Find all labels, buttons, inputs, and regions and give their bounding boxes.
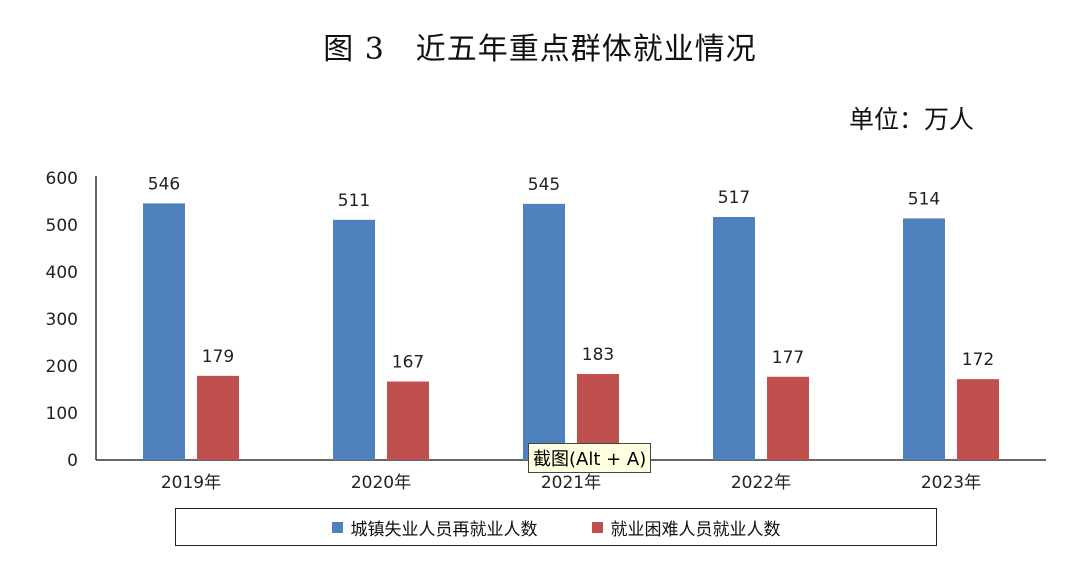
bar-series1 bbox=[333, 219, 375, 460]
bar-series2 bbox=[957, 379, 999, 460]
screenshot-tooltip: 截图(Alt + A) bbox=[528, 443, 652, 473]
legend-swatch-series1 bbox=[331, 521, 343, 533]
legend-label-series1: 城镇失业人员再就业人数 bbox=[350, 519, 538, 540]
data-label: 511 bbox=[338, 191, 370, 211]
data-label: 546 bbox=[148, 174, 180, 194]
data-label: 183 bbox=[582, 345, 614, 365]
chart-title: 图 3 近五年重点群体就业情况 bbox=[323, 32, 757, 67]
bar-series2 bbox=[197, 375, 239, 460]
bar-series1 bbox=[903, 218, 945, 460]
y-tick-label: 300 bbox=[46, 310, 78, 330]
bar-series1 bbox=[523, 203, 565, 460]
bar-series2 bbox=[387, 381, 429, 460]
data-label: 514 bbox=[908, 189, 940, 209]
bar-series1 bbox=[713, 217, 755, 460]
data-label: 179 bbox=[202, 347, 234, 367]
y-tick-label: 500 bbox=[46, 216, 78, 236]
y-tick-label: 400 bbox=[46, 263, 78, 283]
y-tick-label: 0 bbox=[67, 451, 78, 471]
legend-item-series1: 城镇失业人员再就业人数 bbox=[331, 515, 538, 540]
x-tick-label: 2023年 bbox=[921, 473, 981, 493]
y-tick-label: 200 bbox=[46, 357, 78, 377]
data-label: 177 bbox=[772, 348, 804, 368]
bar-chart: 0 100 200 300 400 500 600 546 179 2019年 511 167 2020… bbox=[46, 169, 1046, 493]
y-tick-label: 100 bbox=[46, 404, 78, 424]
x-tick-label: 2021年 bbox=[541, 473, 601, 493]
data-label: 167 bbox=[392, 353, 424, 373]
data-label: 517 bbox=[718, 188, 750, 208]
unit-label: 单位：万人 bbox=[848, 105, 974, 134]
bar-series2 bbox=[767, 376, 809, 460]
legend-swatch-series2 bbox=[591, 521, 603, 533]
legend-label-series2: 就业困难人员就业人数 bbox=[610, 519, 781, 540]
x-tick-label: 2022年 bbox=[731, 473, 791, 493]
x-tick-label: 2020年 bbox=[351, 473, 411, 493]
legend: 城镇失业人员再就业人数 就业困难人员就业人数 bbox=[175, 508, 937, 546]
legend-item-series2: 就业困难人员就业人数 bbox=[591, 515, 781, 540]
x-tick-label: 2019年 bbox=[161, 473, 221, 493]
y-tick-label: 600 bbox=[46, 169, 78, 189]
data-label: 545 bbox=[528, 175, 560, 195]
data-label: 172 bbox=[962, 350, 994, 370]
bar-series1 bbox=[143, 203, 185, 460]
